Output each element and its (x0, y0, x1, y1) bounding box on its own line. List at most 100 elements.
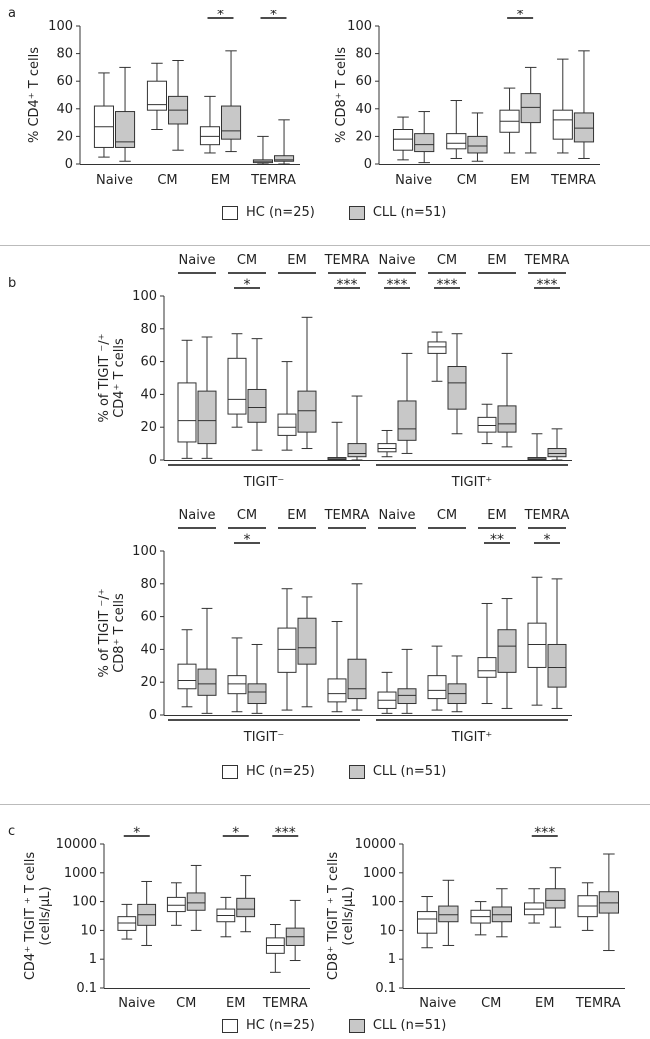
significance-label: *** (275, 825, 296, 841)
y-tick-label: 40 (56, 102, 73, 117)
box (115, 111, 136, 148)
y-tick-label: 40 (355, 102, 372, 117)
y-tick-label: 40 (140, 642, 157, 657)
box (274, 155, 295, 162)
category-label: EM (510, 173, 529, 188)
legend-swatch-hc (222, 1018, 238, 1033)
y-tick-label: 0 (149, 708, 157, 723)
y-tick-label: 10000 (56, 837, 97, 852)
panel-label-c: c (8, 824, 16, 839)
chart-cd8-subsets: 0 20 40 60 80 100 % CD8⁺ T cells Naive CM EM * TEMR… (334, 10, 600, 188)
chart-cd4-subsets: 0 20 40 60 80 100 % CD4⁺ T cells Naive CM EM * TEMR… (27, 10, 300, 188)
y-tick-label: 100 (371, 895, 396, 910)
y-tick-label: 0.1 (375, 981, 396, 996)
group-label: TIGIT⁻ (243, 475, 285, 490)
y-tick-label: 100 (132, 544, 157, 559)
y-tick-label: 10 (80, 923, 97, 938)
significance-label: *** (534, 825, 555, 841)
significance-label: * (217, 10, 224, 23)
y-axis-label: % of TIGIT ⁻/⁺ (97, 333, 112, 422)
y-tick-label: 100 (72, 895, 97, 910)
significance-label: *** (337, 277, 358, 293)
box (416, 911, 438, 934)
box (377, 443, 397, 453)
category-label: CM (157, 173, 177, 188)
y-tick-label: 1 (89, 952, 97, 967)
y-tick-label: 10000 (355, 837, 396, 852)
box (427, 341, 447, 354)
category-label: Naive (179, 508, 216, 523)
y-tick-label: 0 (364, 157, 372, 172)
legend-label-hc: HC (n=25) (246, 1018, 315, 1033)
category-label: CM (237, 253, 257, 268)
y-axis-label: CD4⁺ T cells (112, 338, 127, 418)
category-label: TEMRA (250, 173, 296, 188)
y-tick-label: 1 (388, 952, 396, 967)
category-label: TEMRA (324, 508, 370, 523)
category-label: CM (237, 508, 257, 523)
box (527, 622, 547, 668)
chart-cd4-tigit-counts: 0.1 1 10 100 1000 10000 CD4⁺ TIGIT ⁺ T cells (c… (23, 825, 310, 1010)
box (297, 617, 317, 665)
box (327, 678, 347, 703)
y-tick-label: 60 (56, 74, 73, 89)
category-label: TEMRA (524, 508, 570, 523)
category-label: Naive (96, 173, 133, 188)
box (477, 416, 497, 433)
category-label: EM (487, 253, 506, 268)
box (221, 105, 242, 140)
box (520, 93, 541, 124)
y-axis-label: CD4⁺ TIGIT ⁺ T cells (23, 852, 38, 981)
category-label: CM (437, 253, 457, 268)
box (146, 80, 167, 111)
box (347, 443, 367, 458)
chart-cd8-tigit-counts: 0.1 1 10 100 1000 10000 CD8⁺ TIGIT ⁺ T cells (c… (326, 825, 625, 1010)
significance-label: *** (437, 277, 458, 293)
category-label: Naive (395, 173, 432, 188)
category-label: TEMRA (575, 996, 621, 1010)
box (177, 382, 197, 443)
y-tick-label: 100 (132, 289, 157, 304)
legend: HC (n=25) CLL (n=51) (222, 764, 480, 779)
significance-label: *** (387, 277, 408, 293)
box (427, 675, 447, 700)
y-axis-label: % of TIGIT ⁻/⁺ (97, 588, 112, 677)
legend-label-cll: CLL (n=51) (372, 205, 447, 220)
box (446, 133, 467, 150)
box (199, 126, 220, 146)
box (277, 413, 297, 436)
legend-swatch-hc (222, 205, 238, 220)
category-label: EM (287, 508, 306, 523)
y-tick-label: 0 (149, 453, 157, 468)
box (247, 388, 267, 423)
category-label: TEMRA (524, 253, 570, 268)
significance-label: * (270, 10, 277, 23)
y-tick-label: 60 (355, 74, 372, 89)
significance-label: * (232, 825, 239, 841)
category-label: CM (481, 996, 501, 1010)
legend-swatch-cll (348, 1018, 365, 1033)
category-label: CM (176, 996, 196, 1010)
y-tick-label: 80 (140, 577, 157, 592)
significance-label: * (517, 10, 524, 23)
category-label: EM (226, 996, 245, 1010)
y-tick-label: 80 (355, 47, 372, 62)
legend-label-hc: HC (n=25) (246, 764, 315, 779)
box (227, 675, 247, 695)
category-label: EM (287, 253, 306, 268)
chart-cd8-tigit-subsets: 0 20 40 60 80 100 % of TIGIT ⁻/⁺ CD8⁺ T cells Na… (97, 508, 572, 745)
box (247, 683, 267, 705)
legend: HC (n=25) CLL (n=51) (222, 1018, 480, 1033)
box (236, 897, 256, 918)
category-label: TEMRA (550, 173, 596, 188)
box (497, 629, 517, 673)
y-tick-label: 20 (56, 129, 73, 144)
y-tick-label: 10 (379, 923, 396, 938)
significance-label: ** (490, 532, 504, 548)
box (277, 627, 297, 673)
significance-label: * (244, 277, 251, 293)
y-tick-label: 60 (140, 355, 157, 370)
group-label: TIGIT⁻ (243, 730, 285, 745)
box (397, 688, 417, 705)
box (573, 112, 595, 143)
